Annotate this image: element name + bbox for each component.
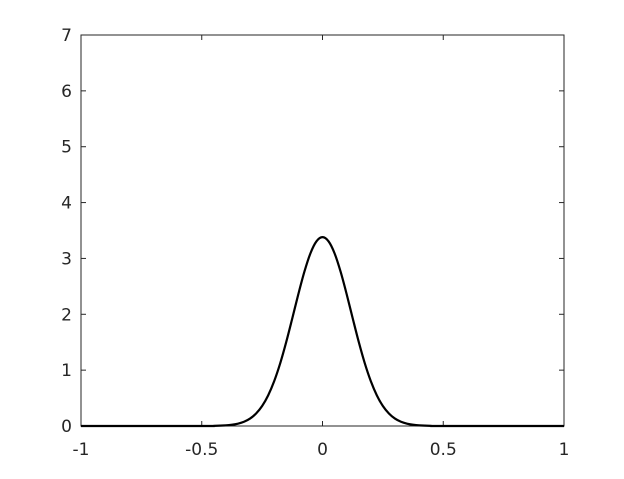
y-tick-label: 7 bbox=[61, 26, 72, 46]
x-tick-label: -0.5 bbox=[185, 440, 218, 460]
y-tick-label: 3 bbox=[61, 249, 72, 269]
y-tick-label: 0 bbox=[61, 417, 72, 437]
x-tick-label: -1 bbox=[73, 440, 90, 460]
y-tick-label: 5 bbox=[61, 138, 72, 158]
y-tick-label: 6 bbox=[61, 82, 72, 102]
x-tick-label: 1 bbox=[559, 440, 570, 460]
x-tick-label: 0 bbox=[317, 440, 328, 460]
y-tick-label: 1 bbox=[61, 361, 72, 381]
x-tick-label: 0.5 bbox=[430, 440, 457, 460]
y-tick-label: 4 bbox=[61, 194, 72, 214]
y-tick-label: 2 bbox=[61, 305, 72, 325]
plot-area bbox=[80, 34, 565, 427]
series-line bbox=[80, 236, 565, 428]
